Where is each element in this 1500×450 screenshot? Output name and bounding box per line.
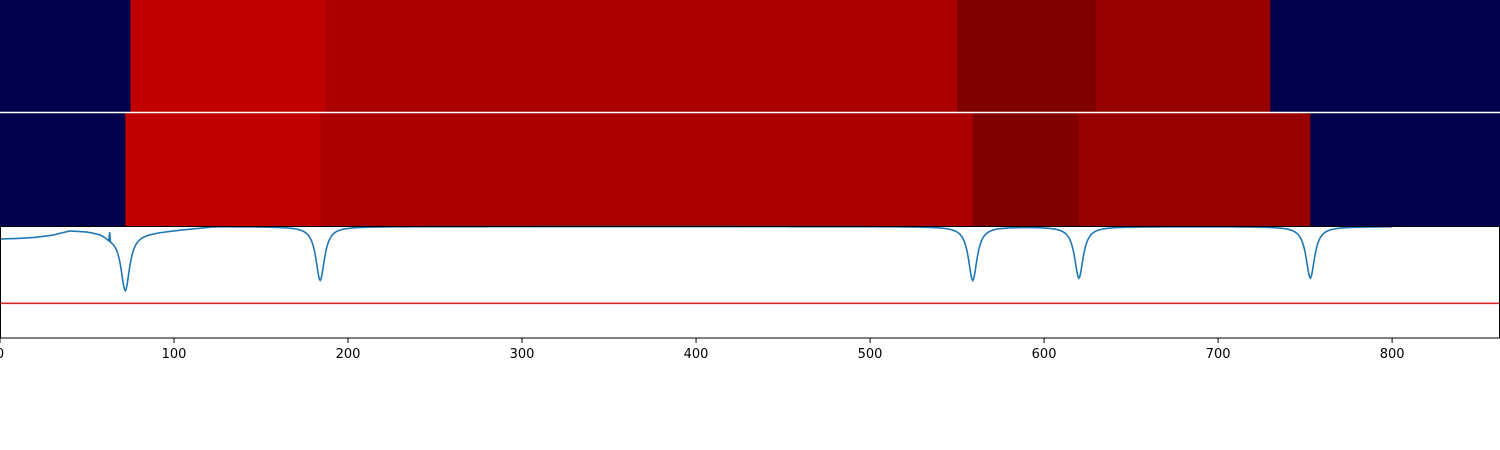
heatmap-1-segment-6: [1270, 0, 1500, 112]
x-tick-label-200: 200: [336, 347, 361, 362]
x-tick-label-600: 600: [1032, 347, 1057, 362]
x-tick-label-700: 700: [1206, 347, 1231, 362]
heatmap-1-segment-5: [1096, 0, 1271, 112]
heatmap-2-segment-1: [0, 113, 126, 226]
line-panel-background: [0, 226, 1500, 338]
x-tick-label-800: 800: [1380, 347, 1405, 362]
x-tick-label-100: 100: [162, 347, 187, 362]
x-axis: 0 100 200 300 400 500 600 700 800: [0, 338, 1405, 362]
x-tick-label-300: 300: [510, 347, 535, 362]
heatmap-2-segment-2: [125, 113, 321, 226]
x-tick-label-400: 400: [684, 347, 709, 362]
heatmap-1-segment-3: [325, 0, 958, 112]
heatmap-1-segment-1: [0, 0, 132, 112]
heatmap-1-segment-2: [130, 0, 326, 112]
heatmap-track-2: [0, 113, 1500, 226]
x-tick-label-0: 0: [0, 347, 4, 362]
line-panel: [0, 225, 1500, 339]
heatmap-2-segment-3: [320, 113, 974, 226]
heatmap-2-segment-6: [1310, 113, 1500, 226]
x-tick-label-500: 500: [858, 347, 883, 362]
heatmap-2-segment-5: [1078, 113, 1311, 226]
heatmap-2-segment-4: [972, 113, 1080, 226]
heatmap-1-segment-4: [957, 0, 1097, 112]
heatmap-track-1: [0, 0, 1500, 112]
